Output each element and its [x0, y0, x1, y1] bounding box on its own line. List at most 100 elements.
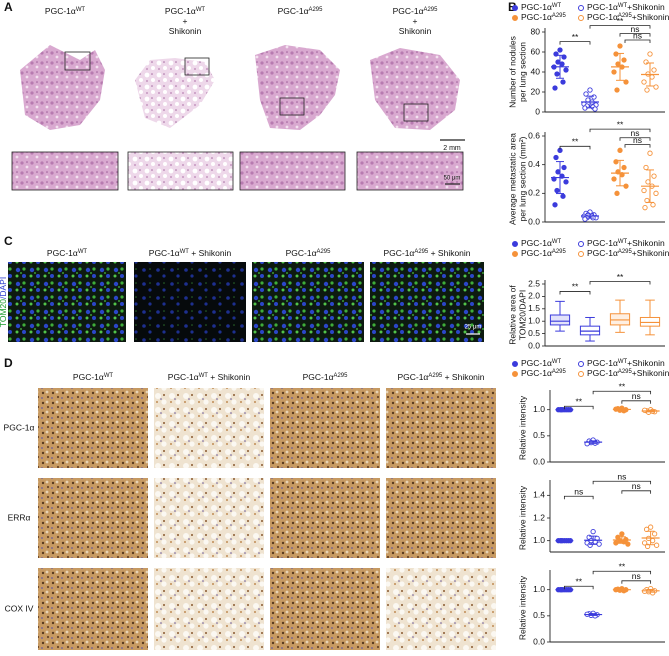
- label: PGC-1αA295+Shikonin: [587, 368, 669, 378]
- label-part: WT: [76, 7, 86, 13]
- y-axis-label: Relative intensity: [517, 395, 527, 460]
- y-axis-label: per lung section: [517, 42, 527, 102]
- y-tick-label: 0.0: [533, 636, 545, 646]
- y-tick-label: 1.5: [528, 303, 540, 313]
- label-part: + Shikonin: [428, 248, 471, 258]
- significance-label: ns: [632, 571, 641, 581]
- label-part: PGC-1α: [383, 248, 414, 258]
- data-point: [643, 59, 649, 65]
- label-part: PGC-1α: [303, 372, 334, 382]
- legend-marker: [512, 5, 518, 11]
- label-part: WT: [78, 249, 88, 255]
- fluorescence-image: [8, 262, 126, 342]
- legend-marker: [578, 251, 584, 257]
- label: TOM20/DAPI: [0, 277, 8, 327]
- label-part: PGC-1α: [45, 6, 76, 16]
- label-part: A295: [618, 13, 633, 19]
- label: PGC-1αA295: [286, 248, 331, 258]
- y-axis-label: Average metastatic area: [507, 133, 517, 225]
- significance-bracket: [619, 33, 651, 37]
- ihc-image: [154, 478, 264, 558]
- data-point: [625, 541, 631, 547]
- label-part: PGC-1α: [286, 248, 317, 258]
- label-part: WT: [552, 359, 562, 365]
- label-part: WT: [180, 249, 190, 255]
- legend-marker: [512, 241, 518, 247]
- y-tick-label: 0.5: [528, 328, 540, 338]
- data-point: [619, 531, 625, 537]
- ihc-image: [386, 388, 496, 468]
- significance-label: **: [617, 272, 624, 282]
- data-point: [641, 79, 647, 85]
- label-part: +Shikonin: [627, 238, 665, 248]
- y-axis-label: Relative intensity: [517, 485, 527, 550]
- ihc-image: [154, 388, 264, 468]
- data-point: [560, 79, 566, 85]
- significance-bracket: [621, 400, 652, 404]
- significance-label: **: [619, 382, 626, 392]
- significance-label: **: [572, 32, 579, 42]
- fluorescence-images: [8, 262, 484, 342]
- significance-label: ns: [631, 128, 640, 138]
- label: PGC-1αWT + Shikonin: [149, 248, 232, 258]
- label-part: PGC-1α: [587, 238, 618, 248]
- panel-label: D: [4, 356, 13, 370]
- box: [579, 325, 601, 336]
- scale-label: 25 μm: [465, 325, 482, 331]
- label: PGC-1αWT+Shikonin: [587, 358, 665, 368]
- label-part: A295: [552, 369, 567, 375]
- ihc-image: [270, 478, 380, 558]
- data-point: [641, 187, 647, 194]
- label-part: A295: [424, 7, 439, 13]
- label-part: PGC-1α: [521, 12, 552, 22]
- y-tick-label: 0.5: [533, 610, 545, 620]
- ihc-image: [386, 568, 496, 650]
- label-part: Shikonin: [169, 26, 202, 36]
- label: PGC-1αWT: [521, 358, 562, 368]
- y-tick-label: 0.2: [528, 188, 540, 198]
- data-point: [583, 91, 589, 97]
- significance-bracket: [563, 585, 594, 590]
- label-part: PGC-1α: [165, 6, 196, 16]
- label: PGC-1αWT: [165, 6, 206, 16]
- significance-bracket: [559, 145, 591, 150]
- significance-bracket: [592, 480, 652, 485]
- label-part: A295: [428, 373, 443, 379]
- box: [549, 314, 571, 326]
- y-tick-label: 0.0: [533, 456, 545, 466]
- label-part: PGC-1α: [521, 248, 552, 258]
- significance-label: ns: [617, 472, 626, 482]
- box: [609, 313, 631, 326]
- zoom-image: [11, 151, 119, 191]
- data-point: [587, 542, 593, 548]
- label-part: PGC-1α: [168, 372, 199, 382]
- label-part: A295: [618, 249, 633, 255]
- significance-label: **: [575, 576, 582, 586]
- label-part: /DAPI: [0, 277, 8, 299]
- data-point: [641, 540, 648, 546]
- y-axis-label: Relative intensity: [517, 575, 527, 640]
- row-label: COX IV: [5, 603, 34, 613]
- data-point: [557, 47, 563, 53]
- zoom-image: [127, 151, 234, 191]
- label-part: PGC-1α: [73, 372, 104, 382]
- ihc-image: [38, 568, 148, 650]
- label-part: WT: [618, 239, 628, 245]
- data-point: [613, 51, 619, 57]
- y-tick-label: 2.5: [528, 278, 540, 288]
- label-part: PGC-1α: [521, 238, 552, 248]
- significance-bracket: [559, 41, 591, 45]
- significance-label: ns: [633, 135, 642, 145]
- label-part: WT: [552, 239, 562, 245]
- data-point: [642, 205, 648, 211]
- significance-bracket: [589, 25, 651, 29]
- ihc-image: [386, 478, 496, 558]
- ihc-image: [270, 568, 380, 650]
- zoom-box: [403, 103, 429, 122]
- significance-label: ns: [632, 481, 641, 491]
- label-part: A295: [309, 7, 324, 13]
- zoom-box: [184, 57, 210, 76]
- data-point: [644, 87, 650, 93]
- data-point: [621, 57, 627, 63]
